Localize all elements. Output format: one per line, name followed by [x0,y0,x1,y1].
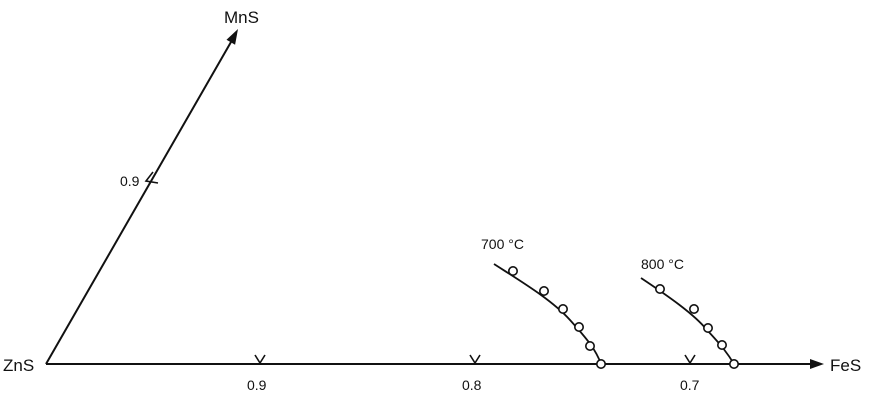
isotherm-700-point [557,303,568,314]
isotherm-800-point [654,283,665,294]
isotherm-800-point [728,358,739,369]
mns-tick-label-0.9: 0.9 [120,173,140,189]
mns-axis-line [45,41,232,365]
fes-tick-label-0.7: 0.7 [680,377,700,393]
fes-axis-arrowhead [810,359,824,369]
isotherm-700-point [584,340,595,351]
vertex-label-fes: FeS [830,356,861,375]
isotherm-label-700: 700 °C [481,236,524,252]
fes-tick-mark-0.7 [684,354,696,365]
mns-axis-arrowhead [226,29,238,45]
isotherm-700-point [595,358,606,369]
mns-tick-mark-0.9 [144,171,159,184]
isotherm-curve-800 [640,277,735,365]
isotherm-800-point [688,303,699,314]
isotherm-800-point [716,339,727,350]
isotherm-curve-700 [493,263,602,365]
isotherm-700-point [573,321,584,332]
fes-tick-label-0.9: 0.9 [247,377,267,393]
isotherm-700-point [507,265,518,276]
vertex-label-zns: ZnS [3,356,34,375]
vertex-label-mns: MnS [224,8,259,27]
fes-tick-mark-0.9 [254,354,266,365]
isotherm-800-point [702,322,713,333]
fes-tick-mark-0.8 [469,354,481,365]
fes-tick-label-0.8: 0.8 [462,377,482,393]
isotherm-label-800: 800 °C [641,256,684,272]
isotherm-700-point [538,285,549,296]
